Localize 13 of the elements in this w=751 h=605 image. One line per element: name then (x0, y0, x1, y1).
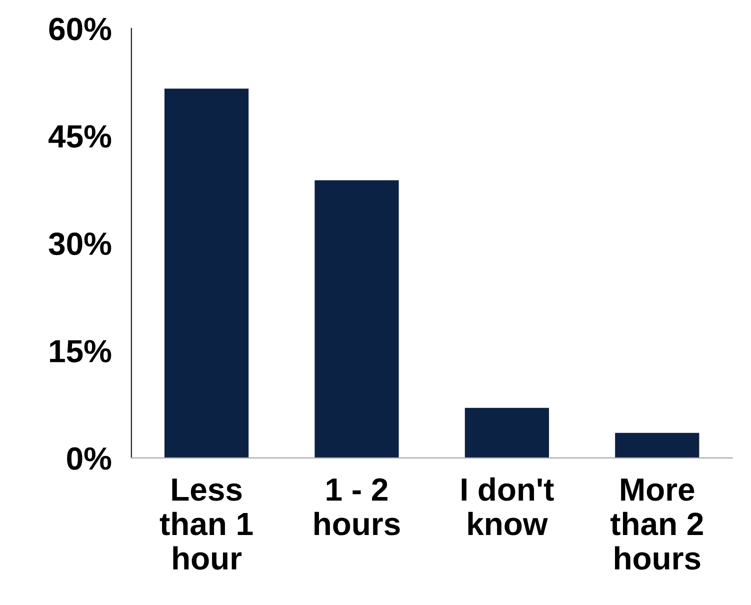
x-tick-label: More than 2 hours (610, 478, 703, 570)
bar (615, 432, 700, 458)
bar (314, 180, 399, 458)
y-tick-label: 0% (67, 447, 112, 470)
bar (464, 408, 549, 458)
bar (164, 88, 249, 458)
y-tick-label: 30% (48, 232, 112, 256)
x-tick-label: I don't know (462, 477, 554, 536)
x-tick-label: 1 - 2 hours (314, 478, 400, 536)
y-tick-label: 45% (48, 125, 112, 148)
x-tick-label: Less than 1 hour (160, 478, 253, 570)
y-tick-label: 15% (50, 340, 112, 362)
y-tick-label: 60% (49, 18, 112, 40)
